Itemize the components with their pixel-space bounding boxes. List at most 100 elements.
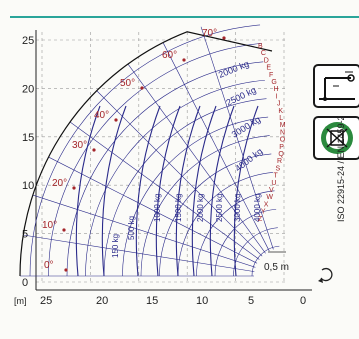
load-limit-curve bbox=[135, 105, 161, 277]
extension-arc bbox=[140, 135, 270, 277]
extension-letter: C bbox=[261, 50, 266, 57]
load-limit-curve bbox=[155, 105, 181, 277]
extension-letter: J bbox=[277, 101, 281, 108]
angle-label: 60° bbox=[162, 50, 177, 61]
extension-letter: G bbox=[271, 79, 276, 86]
extension-arc bbox=[214, 208, 277, 277]
y-tick-label: 25 bbox=[22, 35, 34, 47]
angle-line bbox=[69, 121, 260, 260]
extension-letter: I bbox=[275, 93, 277, 100]
x-tick-label: [m] bbox=[14, 296, 27, 306]
extension-letter: K bbox=[278, 108, 283, 115]
extension-letter: X bbox=[264, 201, 269, 208]
angle-marker-dot bbox=[72, 186, 76, 190]
load-label-vertical: 1500 kg bbox=[174, 194, 183, 222]
extension-arc bbox=[48, 43, 262, 277]
angle-marker-dot bbox=[222, 36, 226, 40]
extension-arc bbox=[122, 116, 269, 277]
angle-label: 40° bbox=[94, 110, 109, 121]
angle-marker-dot bbox=[182, 58, 186, 62]
angle-line bbox=[32, 194, 256, 268]
extension-arc bbox=[177, 172, 273, 277]
y-tick-label: 0 bbox=[22, 277, 28, 289]
y-tick-label: 5 bbox=[22, 229, 28, 241]
angle-marker-dot bbox=[62, 228, 66, 232]
load-label-vertical: 2500 kg bbox=[215, 194, 224, 222]
extension-arc bbox=[159, 153, 272, 277]
load-zone-label: 4000 kg bbox=[233, 146, 264, 174]
angle-line bbox=[200, 26, 274, 250]
angle-line bbox=[96, 90, 263, 257]
extension-arc bbox=[85, 79, 265, 277]
load-zone-label: 2000 kg bbox=[217, 59, 250, 80]
load-label-vertical: 150 kg bbox=[111, 234, 120, 258]
extension-letter: R bbox=[277, 158, 282, 165]
load-label-vertical: 1000 kg bbox=[153, 194, 162, 222]
extension-arc bbox=[103, 98, 267, 277]
angle-label: 30° bbox=[72, 140, 87, 151]
extension-letter: U bbox=[271, 180, 276, 187]
angle-marker-dot bbox=[92, 148, 96, 152]
angle-label: 0° bbox=[44, 260, 54, 271]
extension-letter: S bbox=[275, 165, 280, 172]
extension-letter: L bbox=[279, 115, 283, 122]
extension-letter: F bbox=[269, 72, 273, 79]
angle-marker-dot bbox=[64, 268, 68, 272]
load-label-vertical: 2000 kg bbox=[196, 194, 205, 222]
extension-letter: M bbox=[280, 122, 286, 129]
angle-marker-dot bbox=[114, 118, 118, 122]
stabilizer-badge-icon bbox=[313, 116, 359, 160]
extension-letter: Y bbox=[261, 209, 266, 216]
load-label-vertical: 4000 kg bbox=[253, 194, 262, 222]
load-label-vertical: 3000 kg bbox=[233, 194, 242, 222]
extension-letter: Z bbox=[258, 216, 263, 223]
extension-arc bbox=[233, 227, 278, 277]
extension-letter: P bbox=[279, 144, 284, 151]
extension-letter: Q bbox=[278, 151, 284, 158]
load-limit-curve bbox=[75, 105, 101, 277]
outrigger-icon bbox=[313, 64, 359, 108]
extension-arc bbox=[66, 61, 264, 277]
load-limit-curve bbox=[175, 105, 201, 277]
rotation-icon bbox=[320, 267, 333, 282]
envelope-outline bbox=[19, 31, 273, 277]
angle-line bbox=[162, 42, 270, 252]
x-tick-label: 5 bbox=[248, 295, 254, 307]
extension-arc bbox=[29, 24, 261, 277]
extension-letter: O bbox=[280, 137, 286, 144]
load-limit-curve bbox=[101, 105, 127, 277]
extension-letter: B bbox=[258, 43, 263, 50]
envelope-group bbox=[19, 24, 280, 277]
extension-letter: T bbox=[274, 173, 279, 180]
x-tick-label: 10 bbox=[196, 295, 208, 307]
load-limit-curve bbox=[233, 105, 259, 277]
y-tick-label: 20 bbox=[22, 83, 34, 95]
angle-line bbox=[23, 234, 255, 272]
rotation-arrowhead bbox=[318, 278, 323, 283]
y-tick-label: 10 bbox=[22, 180, 34, 192]
x-tick-label: 20 bbox=[96, 295, 108, 307]
load-limit-curve bbox=[191, 105, 217, 277]
angle-label: 20° bbox=[52, 178, 67, 189]
extension-letter: V bbox=[269, 187, 274, 194]
angle-label: 70° bbox=[202, 28, 217, 39]
load-zone-label: 3000 kg bbox=[230, 114, 262, 139]
load-limit-curve bbox=[209, 105, 235, 277]
standard-label: ISO 22915-24 / EN 1459-2 bbox=[336, 115, 346, 222]
header-accent-line bbox=[10, 16, 359, 18]
x-tick-label: 15 bbox=[146, 295, 158, 307]
extension-letter: E bbox=[266, 65, 271, 72]
y-tick-label: 15 bbox=[22, 132, 34, 144]
extension-letter: D bbox=[264, 57, 269, 64]
extension-letter: W bbox=[266, 194, 273, 201]
angle-label: 50° bbox=[120, 78, 135, 89]
load-label-vertical: 500 kg bbox=[127, 216, 136, 240]
extension-arc bbox=[196, 190, 275, 277]
angle-marker-dot bbox=[140, 86, 144, 90]
extension-letter: H bbox=[274, 86, 279, 93]
reference-mark-label: 0,5 m bbox=[264, 262, 289, 273]
angle-line bbox=[48, 156, 258, 264]
angle-line bbox=[127, 63, 266, 254]
